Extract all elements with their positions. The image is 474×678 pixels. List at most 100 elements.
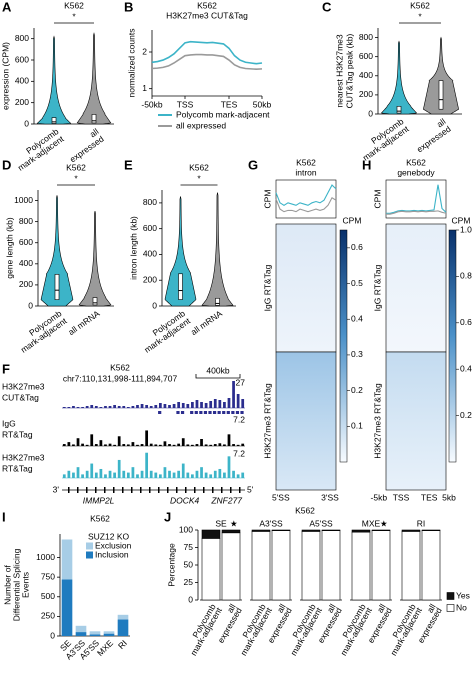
track-signal [154,405,158,408]
track-signal [67,407,71,408]
track-label: RT&Tag [2,463,33,473]
track-signal [108,406,112,408]
peak-call [240,411,244,414]
bar-segment [251,531,271,601]
track-signal [204,403,208,408]
track-signal [200,439,203,446]
panel-title: K562 [189,162,209,172]
track-signal [99,440,103,446]
y-tick-label: 800 [359,32,373,42]
track-signal [140,444,144,446]
panel-letter: E [124,157,133,172]
colorbar-label: CPM [343,215,362,225]
track-signal [209,401,213,408]
track-signal [200,467,203,478]
exon [68,487,70,493]
significance: ★ [380,518,388,528]
y-tick-label: 1000 [36,552,55,562]
row-label: IgG RT&Tag [262,264,272,311]
profile-line [386,184,447,214]
y-axis-label: nearest H3K27me3 [334,34,344,108]
track-signal [163,404,167,408]
track-signal [85,444,89,446]
heatmap-block [275,351,337,491]
bar-segment [201,538,221,601]
legend-label: Polycomb mark-adjacent [176,109,270,119]
exon [230,487,232,493]
track-signal [99,407,103,408]
track-signal [218,468,222,478]
track-signal [104,406,107,408]
y-tick-label: 200 [19,279,33,289]
strand-label: 5' [247,484,254,494]
track-signal [90,463,94,478]
panel-subtitle: genebody [397,167,435,177]
bar-segment [117,619,129,636]
violin [201,192,234,307]
group-label: A3'SS [259,518,283,528]
bar-segment [75,632,87,636]
significance: * [418,11,422,21]
bar-segment [103,631,115,634]
track-signal [213,470,217,478]
panel-letter: D [2,157,11,172]
x-tick-label: all mRNA [66,308,101,337]
y-tick-label: 600 [15,54,29,64]
track-label: CUT&Tag [2,392,39,402]
y-axis-label: expression (CPM) [0,42,10,110]
gene-label: DOCK4 [170,495,200,505]
y-tick-label: 200 [143,274,157,284]
profile-axis-label: CPM [262,190,272,209]
track-signal [223,472,226,478]
track-signal [85,406,89,408]
profile-frame [385,179,447,219]
track-signal [204,472,208,478]
exon [167,487,169,493]
legend-swatch [86,551,93,559]
box [51,117,57,124]
track-signal [122,406,126,408]
bar-segment [301,529,321,532]
box [92,297,98,306]
panel-title: K562 [296,157,316,167]
profile-line [386,210,447,215]
scale-bar [195,374,241,379]
box [54,274,60,300]
bar-segment [61,579,73,636]
track-signal [195,400,199,408]
track-signal [172,404,176,408]
peak-call [176,411,180,414]
peak-call [231,411,235,414]
track-signal [149,470,153,478]
peak-call [180,411,185,414]
y-tick-label: 75 [184,542,194,552]
bar-segment [221,532,241,601]
exon [104,487,106,493]
track-signal [154,472,158,478]
panel-title: K562 [90,513,110,523]
track-signal [145,430,149,446]
track-signal [94,472,98,478]
x-tick-label: TSS [177,99,194,109]
track-signal [104,444,107,446]
peak-call [194,411,198,414]
bar-segment [321,529,341,531]
colorbar-tick-label: 0.3 [351,349,363,359]
track-max: 7.2 [233,448,245,458]
y-tick-label: 600 [143,223,157,233]
track-signal [81,474,84,478]
peak-call [199,411,203,414]
profile-axis-label: CPM [372,190,382,209]
track-label: RT&Tag [2,429,33,439]
track-signal [163,467,167,478]
track-signal [122,470,126,478]
bar-segment [401,529,421,532]
gene-label: IMMP2L [83,495,115,505]
heatmap-block [385,223,447,353]
colorbar [448,229,457,463]
y-tick-label: 400 [15,76,29,86]
exon [194,487,196,493]
y-axis-label: CUT&Tag peak (kb) [344,34,354,109]
bar-segment [201,529,221,539]
track-max: 27 [236,377,246,387]
